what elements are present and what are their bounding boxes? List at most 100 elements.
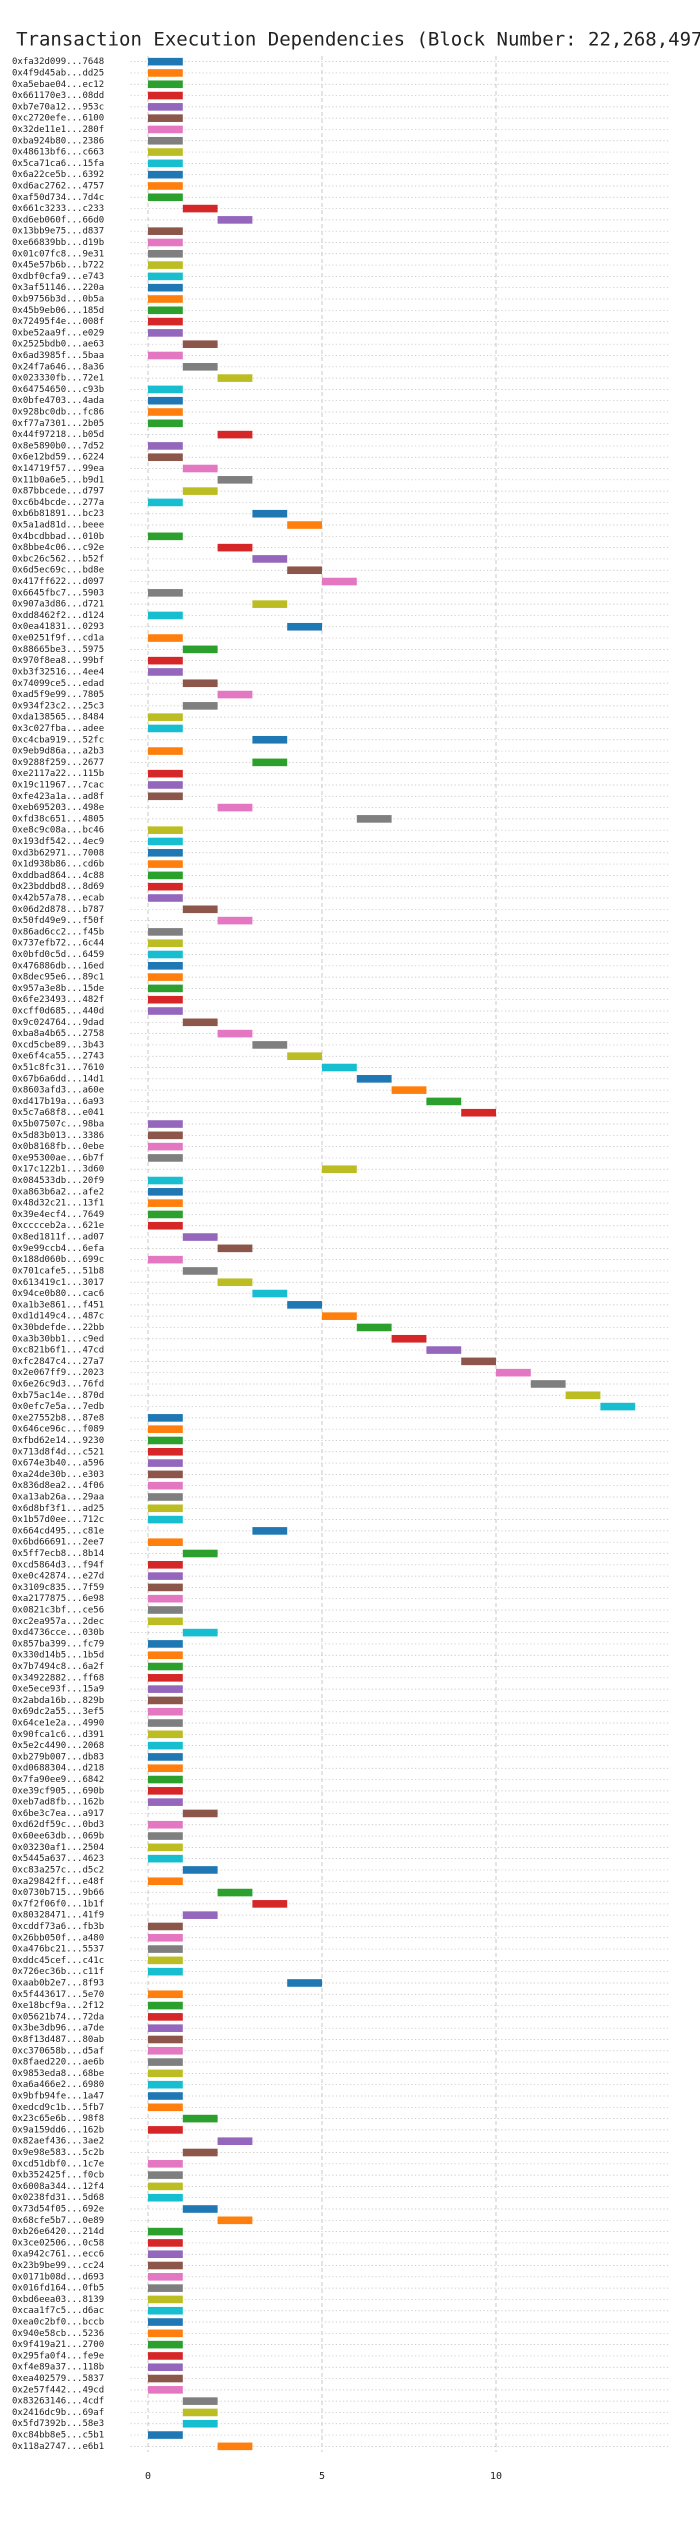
bar: [148, 871, 183, 880]
y-tick-label: 0x06d2d878...b787: [12, 905, 104, 915]
y-tick-label: 0xb279b007...db83: [12, 1752, 104, 1762]
bar: [148, 1787, 183, 1795]
bar: [148, 848, 183, 857]
bar: [148, 80, 183, 89]
y-tick-label: 0x417ff622...d097: [12, 577, 104, 587]
y-tick-label: 0x8bbe4c06...c92e: [12, 543, 104, 553]
bar: [148, 2227, 183, 2236]
bar: [148, 283, 183, 292]
bar: [148, 1775, 183, 1784]
bar: [148, 2306, 183, 2315]
bar: [148, 2092, 183, 2100]
y-tick-label: 0xc2ea957a...2dec: [12, 1617, 104, 1627]
y-tick-label: 0x60ee63db...069b: [12, 1832, 104, 1842]
bar: [148, 973, 183, 981]
bar: [148, 1945, 183, 1953]
y-tick-label: 0x88665be3...5975: [12, 645, 104, 655]
y-tick-label: 0xd3b62971...7008: [12, 848, 104, 858]
bar: [148, 103, 183, 111]
bar: [356, 1323, 392, 1332]
y-tick-label: 0x6fe23493...482f: [12, 995, 104, 1005]
y-tick-label: 0x3af51146...220a: [12, 283, 104, 293]
bar: [148, 1199, 183, 1207]
bar: [148, 939, 183, 947]
bar: [148, 442, 183, 450]
y-tick-label: 0x64754650...c93b: [12, 385, 104, 395]
y-tick-label: 0x68cfe5b7...0e89: [12, 2216, 104, 2226]
y-tick-label: 0x295fa0f4...fe9e: [12, 2351, 104, 2361]
y-tick-label: 0x661170e3...08dd: [12, 91, 104, 101]
y-tick-label: 0x016fd164...0fb5: [12, 2284, 104, 2294]
y-tick-label: 0x0bfd0c5d...6459: [12, 950, 104, 960]
bar: [217, 803, 253, 812]
x-tick-label: 0: [145, 2471, 151, 2482]
y-tick-label: 0x0238fd31...5d68: [12, 2193, 104, 2203]
y-tick-label: 0x6be3c7ea...a917: [12, 1809, 104, 1819]
y-tick-label: 0x26bb050f...a480: [12, 1933, 104, 1943]
bar: [148, 125, 183, 134]
y-tick-label: 0xfd38c651...4805: [12, 814, 104, 824]
y-tick-label: 0x023330fb...72e1: [12, 374, 104, 384]
bar: [496, 1368, 531, 1377]
y-tick-label: 0xd62df59c...0bd3: [12, 1820, 104, 1830]
y-tick-label: 0xb75ac14e...870d: [12, 1391, 104, 1401]
y-tick-label: 0x67b6a6dd...14d1: [12, 1074, 104, 1084]
y-tick-label: 0x928bc0db...fc86: [12, 408, 104, 418]
bar: [426, 1097, 462, 1106]
y-tick-label: 0x4bcdbbad...010b: [12, 532, 104, 542]
bar: [148, 114, 183, 122]
bar: [148, 2340, 183, 2349]
y-tick-label: 0xd6ac2762...4757: [12, 181, 104, 191]
y-tick-label: 0xb7e70a12...953c: [12, 102, 104, 112]
y-tick-label: 0x86ad6cc2...f45b: [12, 927, 104, 937]
bar: [148, 634, 183, 642]
y-tick-label: 0x9e99ccb4...6efa: [12, 1244, 104, 1254]
bar: [287, 1052, 322, 1061]
y-tick-label: 0xa24de30b...e303: [12, 1470, 104, 1480]
bar: [182, 1267, 218, 1275]
bar: [148, 995, 183, 1004]
bar: [148, 249, 183, 258]
bar: [252, 758, 288, 767]
y-tick-label: 0xe66839bb...d19b: [12, 238, 104, 248]
bar: [322, 1312, 357, 1320]
bar: [148, 1764, 183, 1773]
bar: [148, 2103, 183, 2112]
y-tick-label: 0x39e4ecf4...7649: [12, 1210, 104, 1220]
bar: [148, 2171, 183, 2179]
y-tick-label: 0xd0688304...d218: [12, 1764, 104, 1774]
y-tick-label: 0x934f23c2...25c3: [12, 701, 104, 711]
bar: [148, 2239, 183, 2247]
bar: [217, 476, 253, 484]
bar: [148, 1493, 183, 1501]
bar: [148, 1719, 183, 1727]
y-tick-label: 0xcd51dbf0...1c7e: [12, 2159, 104, 2169]
y-tick-label: 0xeb7ad8fb...162b: [12, 1798, 104, 1808]
y-tick-label: 0x2525bdb0...ae63: [12, 340, 104, 350]
y-tick-label: 0x857ba399...fc79: [12, 1639, 104, 1649]
bar: [252, 1289, 288, 1298]
bar: [148, 1674, 183, 1682]
bar: [148, 668, 183, 676]
y-tick-label: 0x8dec95e6...89c1: [12, 973, 104, 983]
y-tick-label: 0xddc45cef...c41c: [12, 1956, 104, 1966]
y-tick-label: 0xfc2847c4...27a7: [12, 1357, 104, 1367]
bar: [148, 950, 183, 959]
bar: [148, 747, 183, 755]
y-tick-label: 0x6008a344...12f4: [12, 2182, 104, 2192]
y-tick-label: 0x701cafe5...51b8: [12, 1266, 104, 1276]
bar: [148, 894, 183, 902]
bar: [426, 1346, 462, 1354]
bar: [322, 577, 357, 586]
bar: [148, 396, 183, 405]
bar: [148, 2374, 183, 2383]
bar: [182, 1911, 218, 1919]
bar: [182, 2419, 218, 2428]
y-tick-label: 0x44f97218...b05d: [12, 430, 104, 440]
y-tick-label: 0x45e57b6b...b722: [12, 261, 104, 271]
y-tick-label: 0xcaa1f7c5...d6ac: [12, 2306, 104, 2316]
bar: [148, 1820, 183, 1829]
bar: [148, 1843, 183, 1852]
bar: [148, 860, 183, 868]
